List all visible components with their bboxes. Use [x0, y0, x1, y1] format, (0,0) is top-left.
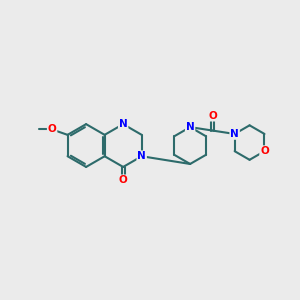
- Text: N: N: [137, 151, 146, 161]
- Text: N: N: [186, 122, 194, 132]
- Text: O: O: [208, 111, 217, 121]
- Text: N: N: [119, 119, 128, 129]
- Text: O: O: [48, 124, 56, 134]
- Text: N: N: [230, 129, 239, 139]
- Text: O: O: [260, 146, 269, 156]
- Text: O: O: [119, 175, 128, 185]
